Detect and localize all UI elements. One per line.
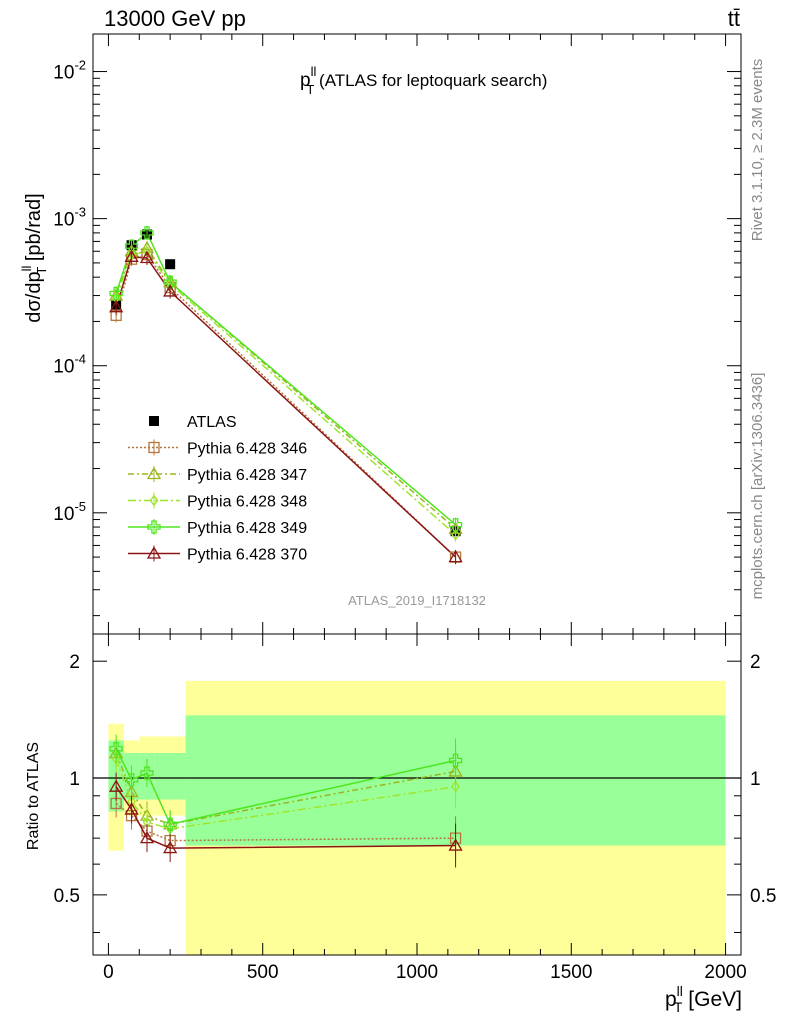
ratio-ytick-label-right-1: 0.5: [750, 886, 776, 907]
main-ytick-label-1: 10-2: [53, 58, 86, 84]
marker-series-5-1: [109, 299, 124, 313]
plot-title-sup: ll: [311, 64, 317, 79]
header-right: tt̄: [728, 6, 740, 31]
ratio-marker-4-4: [163, 817, 177, 831]
legend-marker-5: [147, 520, 161, 534]
legend-label-1: ATLAS: [187, 414, 237, 431]
series-line-1: [115, 253, 457, 558]
ratio-marker-5-2: [124, 802, 139, 815]
series-line-5: [115, 256, 457, 558]
legend-marker-6: [146, 546, 162, 559]
x-label-p: p: [665, 988, 677, 1011]
legend-marker-1: [149, 416, 159, 426]
main-plot: 10-2 10-3 10-4 10-5: [53, 33, 742, 635]
y-axis-label-main: dσ/dpllT [pb/rad]: [19, 193, 49, 322]
legend: ATLAS Pythia 6.428 346 Pythia 6.428 347 Pyt…: [128, 414, 307, 564]
legend-marker-4: [149, 494, 159, 507]
ratio-ytick-label-right-3: 2: [750, 652, 761, 673]
legend-item-2: Pythia 6.428 346: [128, 439, 307, 458]
marker-series-5-4: [163, 284, 178, 297]
ratio-plot: 0.5 0.5 1 1 2 2 0 500 1000 1500 2000: [54, 633, 776, 983]
ratio-ytick-label-right-2: 1: [750, 769, 761, 790]
xtick-label-3: 1000: [396, 962, 438, 983]
legend-label-3: Pythia 6.428 347: [187, 467, 307, 484]
legend-item-5: Pythia 6.428 349: [128, 519, 307, 537]
marker-series-4-3: [140, 226, 154, 240]
legend-item-1: ATLAS: [149, 414, 237, 431]
xtick-label-4: 1500: [550, 962, 592, 983]
series-line-3: [115, 250, 457, 536]
legend-item-6: Pythia 6.428 370: [128, 545, 307, 564]
rivet-label: Rivet 3.1.10, ≥ 2.3M events: [749, 59, 766, 242]
x-label-sup: ll: [677, 983, 683, 999]
ratio-marker-3-1: [111, 753, 121, 765]
ratio-marker-5-4: [163, 840, 178, 854]
legend-item-3: Pythia 6.428 347: [128, 466, 307, 484]
header-left: 13000 GeV pp: [104, 6, 246, 31]
ratio-marker-4-5: [448, 753, 463, 768]
ratio-ytick-label-left-3: 2: [69, 652, 80, 673]
xtick-label-1: 0: [103, 962, 114, 983]
marker-series-4-1: [109, 286, 123, 301]
ratio-marker-4-2: [124, 773, 139, 787]
plot-title-p: p: [300, 70, 311, 91]
legend-marker-3: [146, 466, 162, 480]
x-label-rest: [GeV]: [682, 988, 742, 1011]
ratio-ytick-label-left-1: 0.5: [54, 886, 80, 907]
marker-series-4-5: [448, 518, 463, 532]
legend-label-6: Pythia 6.428 370: [187, 547, 307, 564]
analysis-watermark: ATLAS_2019_I1718132: [348, 593, 486, 608]
mcplots-label: mcplots.cern.ch [arXiv:1306.3436]: [749, 373, 766, 600]
y-label-main-sub: T: [34, 267, 49, 275]
marker-series-5-3: [139, 250, 155, 264]
legend-marker-2: [148, 441, 160, 454]
y-label-main-text: dσ/dp: [23, 271, 45, 322]
legend-item-4: Pythia 6.428 348: [128, 492, 307, 511]
ratio-marker-5-3: [139, 830, 155, 844]
y-label-main-sup: ll: [19, 266, 34, 272]
y-axis-label-ratio: Ratio to ATLAS: [25, 742, 42, 850]
ratio-marker-3-5: [451, 780, 460, 793]
plot-title: pll T (ATLAS for leptoquark search): [300, 64, 547, 97]
plot-title-rest: (ATLAS for leptoquark search): [314, 71, 547, 90]
main-ytick-label-4: 10-5: [53, 499, 86, 525]
legend-label-5: Pythia 6.428 349: [187, 520, 307, 537]
xtick-label-5: 2000: [704, 962, 746, 983]
ratio-ytick-label-left-2: 1: [69, 769, 80, 790]
plot-title-sub: T: [306, 82, 314, 97]
main-ytick-label-3: 10-4: [53, 352, 86, 378]
xtick-label-2: 500: [247, 962, 279, 983]
y-label-main-rest: [pb/rad]: [23, 193, 45, 266]
legend-label-4: Pythia 6.428 348: [187, 494, 307, 511]
marker-series-5-2: [124, 249, 139, 262]
ratio-marker-5-1: [109, 779, 124, 792]
ratio-marker-4-3: [140, 766, 154, 780]
ratio-marker-5-5: [448, 838, 463, 851]
data-point-atlas-4: [165, 259, 176, 270]
main-ytick-label-2: 10-3: [53, 205, 86, 231]
x-axis-label: pll T [GeV]: [665, 983, 742, 1015]
ratio-marker-4-1: [109, 742, 123, 756]
series-line-2: [115, 247, 457, 530]
marker-series-3-5: [451, 528, 460, 541]
x-label-sub: T: [674, 999, 683, 1015]
ratio-band-inner-4: [154, 753, 186, 800]
legend-label-2: Pythia 6.428 346: [187, 441, 307, 458]
main-frame: [92, 33, 742, 635]
marker-series-4-2: [124, 239, 139, 253]
marker-series-5-5: [448, 549, 463, 563]
